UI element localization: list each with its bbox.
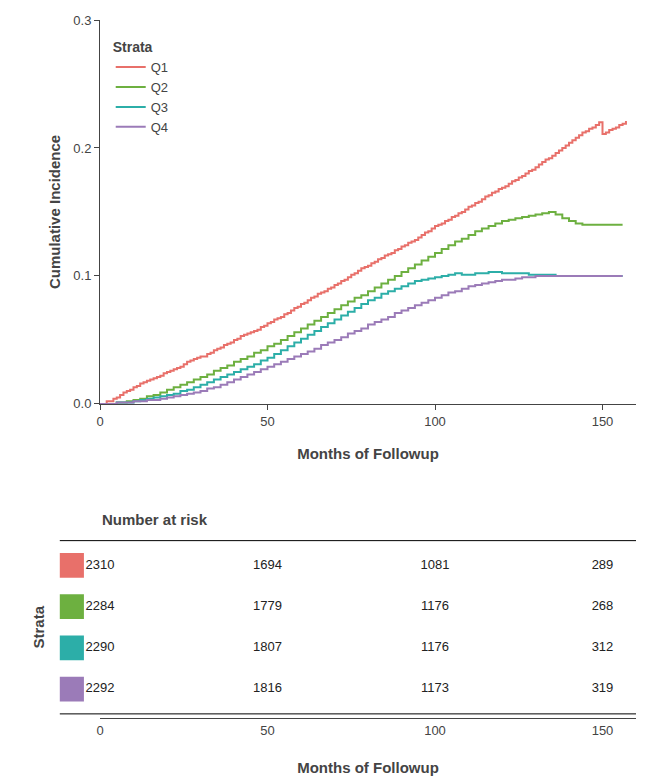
svg-text:Strata: Strata [113,39,153,55]
svg-text:1779: 1779 [253,598,282,613]
svg-text:1176: 1176 [421,639,449,654]
svg-text:100: 100 [424,414,446,429]
svg-text:50: 50 [260,414,274,429]
svg-text:0.3: 0.3 [73,13,91,28]
svg-text:Months of Followup: Months of Followup [297,759,439,776]
svg-text:0.0: 0.0 [73,396,91,411]
svg-text:268: 268 [592,598,614,613]
svg-text:319: 319 [592,680,614,695]
svg-text:150: 150 [592,414,614,429]
svg-text:Q2: Q2 [151,80,168,95]
svg-text:1081: 1081 [421,557,450,572]
svg-text:50: 50 [260,723,274,738]
svg-text:1173: 1173 [421,680,449,695]
svg-text:0.1: 0.1 [73,268,91,283]
svg-text:289: 289 [592,557,614,572]
svg-text:1176: 1176 [421,598,449,613]
svg-text:Q1: Q1 [151,60,168,75]
svg-text:2310: 2310 [86,557,115,572]
svg-text:2292: 2292 [86,680,115,695]
svg-text:Cumulative Incidence: Cumulative Incidence [46,135,63,289]
svg-text:0.2: 0.2 [73,141,91,156]
svg-text:1807: 1807 [253,639,282,654]
svg-text:312: 312 [592,639,614,654]
svg-text:2290: 2290 [86,639,115,654]
svg-text:0: 0 [96,414,103,429]
svg-text:1694: 1694 [253,557,282,572]
svg-text:Strata: Strata [30,605,47,648]
svg-text:150: 150 [592,723,614,738]
svg-text:100: 100 [424,723,446,738]
svg-text:Q3: Q3 [151,100,168,115]
svg-text:Number at risk: Number at risk [102,511,208,528]
svg-text:1816: 1816 [253,680,282,695]
svg-text:2284: 2284 [86,598,115,613]
svg-text:Q4: Q4 [151,120,168,135]
svg-text:0: 0 [96,723,103,738]
svg-text:Months of Followup: Months of Followup [297,445,439,462]
